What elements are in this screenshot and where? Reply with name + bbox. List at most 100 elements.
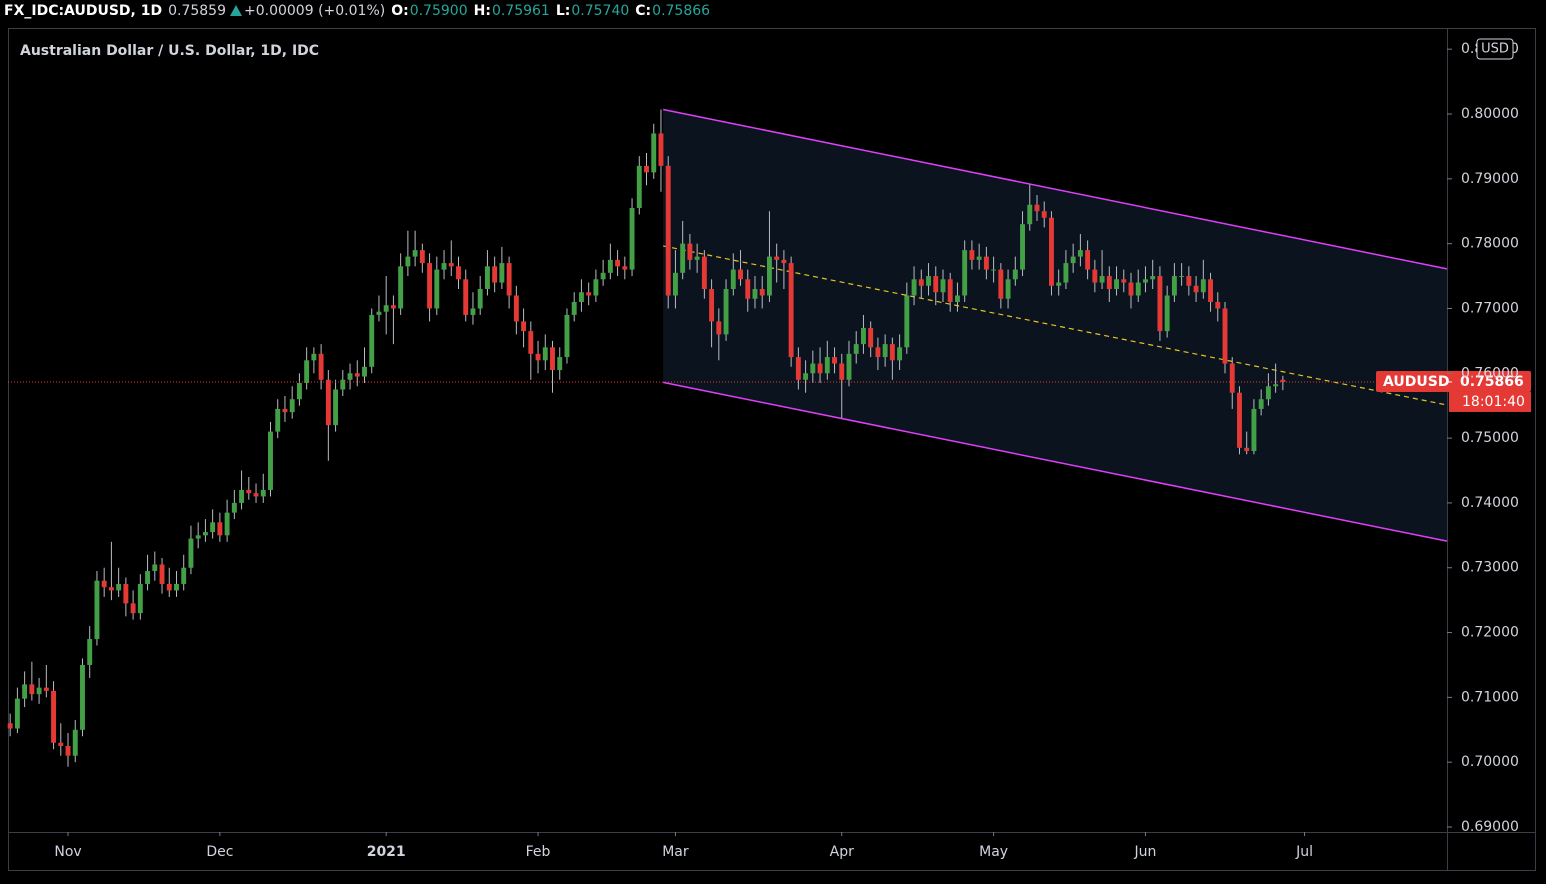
candle-body [882, 344, 888, 358]
price-change: +0.00009 (+0.01%) [244, 3, 385, 19]
candle-body [1106, 276, 1112, 290]
ohlc-label: O: [391, 3, 409, 19]
candle-body [289, 399, 295, 413]
candle-body [983, 256, 989, 270]
candle-body [398, 266, 404, 309]
candle-body [304, 360, 310, 384]
candle-body [694, 256, 700, 260]
candle-body [795, 357, 801, 380]
channel-upper [662, 108, 1448, 270]
candle-body [1229, 363, 1235, 393]
candle-body [1251, 408, 1257, 452]
candle-body [976, 256, 982, 260]
candle-body [911, 279, 917, 296]
candle-body [318, 353, 324, 380]
candle-body [484, 266, 490, 290]
candle-body [593, 279, 599, 296]
candle-body [1063, 263, 1069, 283]
candle-body [658, 133, 664, 166]
x-tick-label: Dec [206, 844, 233, 860]
candle-body [29, 684, 35, 695]
candle-body [1179, 276, 1185, 278]
candle-body [535, 353, 541, 361]
candle-body [1114, 279, 1119, 290]
header: FX_IDC:AUDUSD, 1D 0.75859 +0.00009 (+0.0… [4, 3, 710, 19]
y-tick-label: 0.74000 [1461, 495, 1519, 511]
candle-body [325, 379, 331, 426]
overlay: AUDUSD 0.75866 18:01:40 [8, 370, 1531, 412]
candle-body [832, 357, 837, 364]
candles [7, 109, 1286, 767]
candle-body [202, 532, 208, 536]
candle-body [586, 292, 592, 296]
ohlc-label: C: [635, 3, 651, 19]
candle-body [629, 207, 635, 270]
candle-body [492, 266, 498, 283]
candle-body [296, 383, 302, 400]
channel [662, 108, 1448, 542]
candle-body [275, 408, 281, 432]
ohlc-label: L: [556, 3, 571, 19]
candle-body [1237, 392, 1242, 448]
candle-body [65, 745, 71, 756]
candle-body [1027, 204, 1033, 225]
candle-body [441, 263, 447, 270]
candle-body [434, 269, 440, 309]
candle-body [181, 567, 187, 584]
candle-body [1048, 217, 1054, 286]
candle-body [1186, 276, 1192, 286]
candle-body [1012, 269, 1018, 280]
candle-body [1020, 224, 1025, 270]
candle-body [72, 729, 78, 756]
currency-label: USD [1481, 42, 1509, 57]
y-tick-label: 0.69000 [1461, 819, 1519, 835]
candle-body [152, 564, 158, 571]
candle-body [860, 327, 866, 345]
candle-body [788, 263, 794, 358]
ohlc: O: 0.75900 H: 0.75961 L: 0.75740 C: 0.75866 [391, 3, 710, 19]
x-tick-label: Apr [830, 844, 854, 860]
candle-body [1099, 276, 1105, 283]
candle-body [513, 295, 519, 322]
candle-body [1143, 279, 1148, 283]
candle-body [933, 276, 939, 293]
candle-body [463, 279, 469, 315]
candle-body [730, 269, 736, 290]
panel-border [8, 28, 1536, 871]
countdown: 18:01:40 [1462, 394, 1525, 410]
candle-body [521, 321, 527, 332]
up-arrow-icon [230, 5, 242, 16]
candle-body [477, 289, 483, 309]
y-tick-label: 0.75000 [1461, 430, 1519, 446]
candle-body [607, 259, 613, 273]
candle-body [918, 279, 924, 286]
candle-body [745, 279, 751, 299]
candle-body [412, 250, 418, 257]
candle-body [759, 289, 765, 296]
x-tick-label: Jul [1295, 844, 1313, 860]
candle-body [1244, 447, 1250, 452]
candle-body [1092, 269, 1098, 283]
y-tick-label: 0.73000 [1461, 560, 1519, 576]
ohlc-value: 0.75740 [571, 3, 629, 19]
candle-body [926, 276, 931, 286]
candle-body [1085, 250, 1091, 270]
candle-body [14, 698, 20, 729]
candle-body [506, 263, 512, 296]
candle-body [217, 522, 223, 536]
candle-body [362, 366, 367, 377]
candle-body [43, 687, 49, 691]
candle-body [137, 583, 143, 614]
ohlc-value: 0.75961 [492, 3, 550, 19]
candle-body [282, 408, 288, 413]
candle-body [528, 331, 534, 354]
x-tick-label: Jun [1134, 844, 1157, 860]
candle-body [1077, 250, 1083, 257]
candle-body [456, 266, 461, 280]
last-price: 0.75859 [168, 3, 226, 19]
candle-body [376, 311, 382, 315]
candle-body [766, 256, 772, 296]
candle-body [1128, 282, 1134, 296]
y-tick-label: 0.77000 [1461, 300, 1519, 316]
